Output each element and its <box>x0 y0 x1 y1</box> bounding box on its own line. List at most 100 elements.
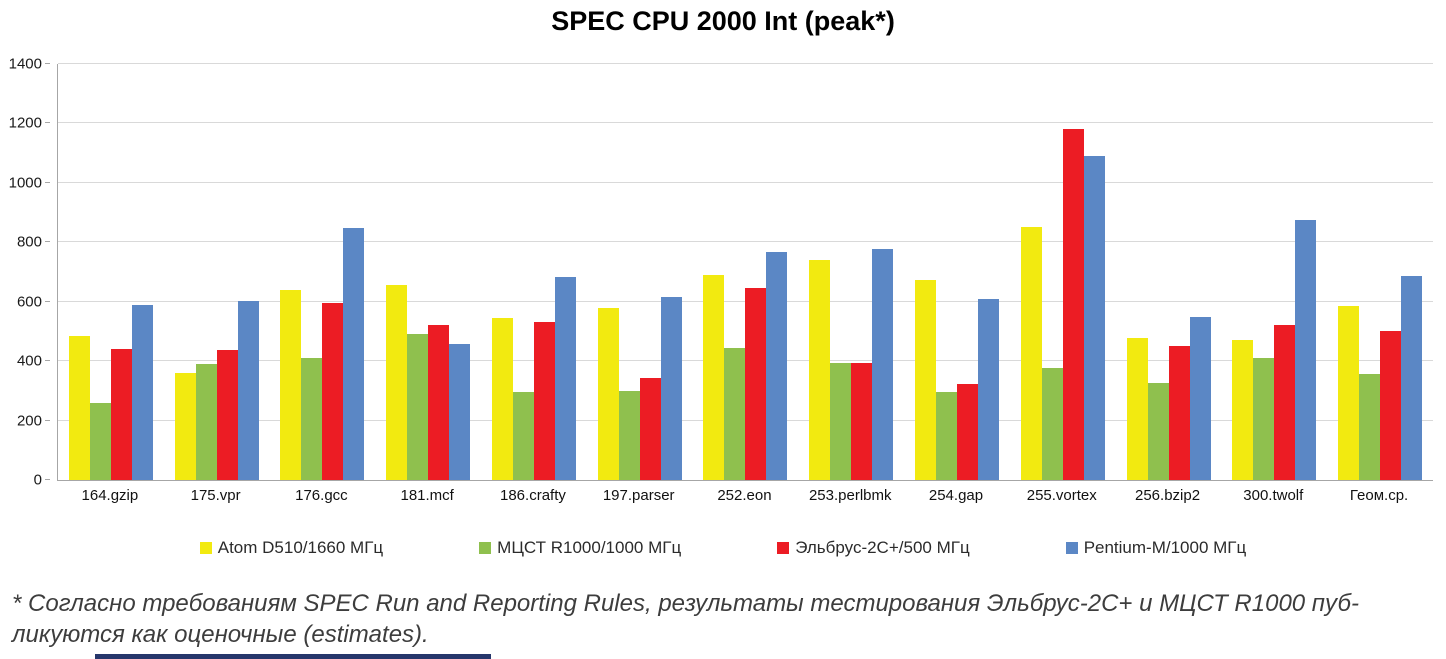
bar <box>301 358 323 480</box>
legend-swatch-icon <box>1065 542 1078 554</box>
legend-label: Эльбрус-2С+/500 МГц <box>795 538 970 557</box>
bar <box>131 304 153 480</box>
bar-group-175.vpr <box>174 64 259 480</box>
y-axis: 0 200 400 600 800 1000 1200 1400 <box>0 56 50 489</box>
bar-group-254.gap <box>915 64 999 480</box>
y-tick-mark <box>45 122 50 124</box>
plot-area <box>57 63 1433 481</box>
bar-group-181.mcf <box>386 64 471 480</box>
bar <box>1147 382 1169 480</box>
bar <box>1126 337 1148 480</box>
legend-item: МЦСТ R1000/1000 МГц <box>479 538 681 558</box>
bar <box>407 334 429 480</box>
y-tick-mark <box>45 419 50 421</box>
y-tick-label: 1200 <box>8 114 42 132</box>
bar-group-186.crafty <box>491 64 576 480</box>
bar <box>195 364 217 480</box>
bar <box>1189 317 1211 480</box>
bar <box>322 303 344 480</box>
bar <box>216 350 238 480</box>
y-tick-mark <box>45 360 50 362</box>
bar <box>554 277 576 480</box>
bar <box>978 298 999 480</box>
legend-swatch-icon <box>777 542 790 554</box>
gridline <box>58 63 1433 64</box>
bar <box>89 402 111 480</box>
bar <box>1020 226 1042 480</box>
bar <box>1041 367 1063 480</box>
x-category-label: 255.vortex <box>1026 487 1097 504</box>
x-category-label: 254.gap <box>928 487 984 504</box>
bar <box>872 249 894 480</box>
bar-group-252.eon <box>703 64 788 480</box>
bar <box>915 280 936 480</box>
bar <box>618 390 640 480</box>
bar <box>68 335 90 480</box>
bar-group-253.perlbmk <box>809 64 894 480</box>
gridline <box>58 122 1433 124</box>
legend-swatch-icon <box>199 542 212 554</box>
y-tick-mark <box>45 300 50 302</box>
footnote-line-2: ликуются как оценочные (estimates). <box>12 621 429 648</box>
bar-group-255.vortex <box>1020 64 1105 480</box>
bar-group-197.parser <box>597 64 682 480</box>
y-tick-label: 200 <box>16 412 42 430</box>
bar <box>1359 373 1381 480</box>
bar <box>809 260 831 480</box>
x-category-label: 300.twolf <box>1243 487 1304 504</box>
legend-label: Atom D510/1660 МГц <box>217 538 384 557</box>
bar <box>343 228 365 480</box>
x-category-label: Геом.ср. <box>1349 487 1409 504</box>
bar <box>597 307 619 480</box>
bar <box>280 289 302 480</box>
legend-swatch-icon <box>479 542 492 554</box>
bar <box>1380 330 1402 480</box>
chart-title: SPEC CPU 2000 Int (peak*) <box>551 6 895 36</box>
bar <box>936 392 957 480</box>
bar <box>660 296 682 480</box>
bar <box>449 343 471 480</box>
y-tick-label: 400 <box>16 352 42 370</box>
bar <box>1401 275 1423 480</box>
bar <box>1232 340 1254 480</box>
x-category-label: 253.perlbmk <box>808 487 892 504</box>
bar-group-256.bzip2 <box>1126 64 1211 480</box>
y-tick-label: 1000 <box>8 174 42 192</box>
x-category-label: 181.mcf <box>400 487 454 504</box>
legend: Atom D510/1660 МГц МЦСТ R1000/1000 МГц Эль… <box>0 538 1446 558</box>
bar <box>237 300 259 480</box>
x-category-label: 256.bzip2 <box>1135 487 1201 504</box>
x-category-label: 197.parser <box>602 487 675 504</box>
x-category-label: 186.crafty <box>500 487 566 504</box>
bar-groups <box>58 64 1433 480</box>
bar <box>1253 358 1275 480</box>
footnote: * Согласно требованиям SPEC Run and Repo… <box>12 588 1442 650</box>
bar <box>957 384 978 480</box>
bar <box>1295 219 1317 480</box>
bar <box>703 274 725 480</box>
bottom-crop-bar <box>95 654 491 659</box>
bar-group-164.gzip <box>68 64 153 480</box>
x-category-label: 164.gzip <box>81 487 139 504</box>
bar <box>1338 306 1360 480</box>
y-tick-mark <box>45 181 50 183</box>
x-category-label: 176.gcc <box>295 487 348 504</box>
y-tick-label: 800 <box>16 233 42 251</box>
legend-item: Эльбрус-2С+/500 МГц <box>777 538 970 558</box>
bar <box>1062 129 1084 480</box>
y-tick-label: 0 <box>33 471 42 489</box>
legend-label: МЦСТ R1000/1000 МГц <box>497 538 682 557</box>
bar <box>724 348 746 480</box>
gridline <box>58 181 1433 183</box>
bar <box>533 321 555 480</box>
legend-item: Pentium-M/1000 МГц <box>1065 538 1246 558</box>
bar <box>110 348 132 480</box>
y-tick-label: 1400 <box>8 55 42 73</box>
bar <box>851 362 873 480</box>
bar <box>491 318 513 480</box>
y-tick-mark <box>45 63 50 64</box>
bar <box>512 392 534 480</box>
bar-group-176.gcc <box>280 64 365 480</box>
bar <box>1274 324 1296 480</box>
